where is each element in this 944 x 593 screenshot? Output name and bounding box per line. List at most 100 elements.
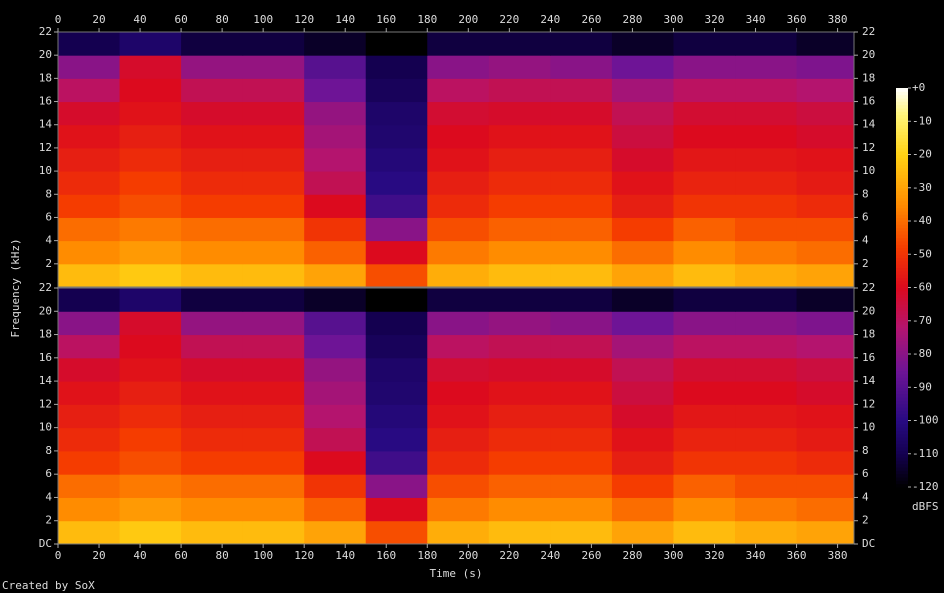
colorbar-swatch [896,287,908,292]
colorbar-swatch [896,337,908,342]
x-tick-label: 240 [540,13,560,26]
colorbar-swatch [896,290,908,295]
x-tick-label: 140 [335,13,355,26]
colorbar-swatch [896,387,908,392]
colorbar-swatch [896,457,908,461]
heatmap-cell [304,147,367,172]
y-tick-label: 20 [39,304,52,317]
y-tick-label: 14 [39,374,53,387]
colorbar-swatch [896,230,908,235]
colorbar-swatch [896,347,908,352]
heatmap-cell [181,240,244,265]
colorbar-swatch [896,240,908,245]
colorbar-swatch [896,244,908,249]
y-tick-label: 14 [862,118,876,131]
colorbar-swatch [896,131,908,136]
colorbar-swatch [896,483,908,488]
heatmap-cell [673,334,736,359]
heatmap-cell [427,520,490,545]
heatmap-cell [611,263,674,288]
heatmap-cell [58,381,121,405]
heatmap-cell [304,263,367,288]
heatmap-cell [488,32,551,56]
heatmap-cell [181,427,244,452]
heatmap-cell [796,474,855,498]
y-tick-label: 4 [862,234,869,247]
heatmap-cell [735,497,798,522]
y-tick-label: DC [39,537,52,550]
heatmap-cell [58,404,121,429]
colorbar-swatch [896,217,908,222]
heatmap-cell [735,55,798,79]
heatmap-cell [242,357,305,382]
heatmap-cell [735,124,798,149]
heatmap-cell [673,357,736,382]
x-tick-label: 220 [499,549,519,562]
colorbar-swatch [896,307,908,312]
heatmap-cell [304,55,367,79]
colorbar-swatch [896,360,908,365]
heatmap-cell [365,288,428,312]
x-tick-label: 160 [376,549,396,562]
heatmap-cell [550,124,613,149]
heatmap-cell [673,55,736,79]
heatmap-cell [181,334,244,359]
heatmap-cell [58,101,121,126]
heatmap-cell [242,194,305,218]
heatmap-cell [488,78,551,103]
heatmap-cell [181,78,244,103]
heatmap-cell [427,450,490,475]
heatmap-cell [242,288,305,312]
y-tick-label: 16 [862,95,875,108]
x-tick-label: 380 [828,549,848,562]
heatmap-cell [796,171,855,195]
heatmap-cell [427,147,490,172]
heatmap-cell [304,101,367,126]
heatmap-cell [611,240,674,265]
heatmap-cell [796,240,855,265]
heatmap-cell [242,404,305,429]
heatmap-cell [242,124,305,149]
colorbar-swatch [896,164,908,169]
colorbar-swatch [896,400,908,405]
heatmap-cell [488,357,551,382]
colorbar-tick-label: -110 [912,447,939,460]
heatmap-cell [735,474,798,498]
heatmap-cell [673,404,736,429]
colorbar-swatch [896,377,908,382]
heatmap-cell [242,450,305,475]
x-tick-label: 320 [705,549,725,562]
colorbar-swatch [896,254,908,259]
heatmap-cell [550,55,613,79]
colorbar-tick-label: +0 [912,81,925,94]
heatmap-cell [673,32,736,56]
heatmap-cell [242,263,305,288]
colorbar-swatch [896,94,908,99]
colorbar-swatch [896,403,908,408]
x-tick-label: 80 [215,549,228,562]
heatmap-cell [181,147,244,172]
colorbar-swatch [896,373,908,378]
heatmap-cell [735,240,798,265]
heatmap-cell [304,450,367,475]
heatmap-cell [58,147,121,172]
heatmap-cell [735,288,798,312]
colorbar-swatch [896,314,908,318]
x-tick-label: 360 [787,13,807,26]
y-tick-label: 8 [862,444,869,457]
heatmap-cell [796,427,855,452]
colorbar-swatch [896,144,908,149]
x-tick-label: 320 [705,13,725,26]
colorbar-swatch [896,107,908,112]
heatmap-cell [119,334,182,359]
heatmap-cell [427,288,490,312]
heatmap-cell [611,194,674,218]
heatmap-cell [58,427,121,452]
heatmap-cell [119,311,182,336]
heatmap-cell [550,263,613,288]
heatmap-cell [673,101,736,126]
colorbar-swatch [896,167,908,172]
heatmap-cell [304,497,367,522]
x-tick-label: 60 [174,13,187,26]
heatmap-cell [304,124,367,149]
